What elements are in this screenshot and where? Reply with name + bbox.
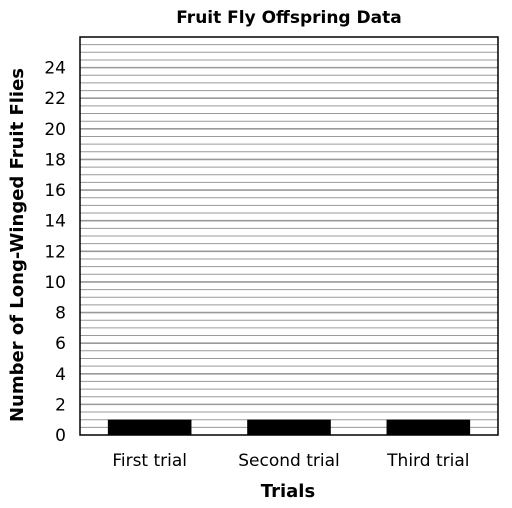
y-tick-label: 4 [55, 365, 66, 385]
bars [107, 419, 471, 435]
bar-1 [107, 419, 192, 435]
y-tick-label: 18 [44, 150, 66, 170]
y-tick-label: 0 [55, 426, 66, 446]
y-tick-label: 2 [55, 395, 66, 415]
y-tick-label: 16 [44, 181, 66, 201]
y-tick-label: 24 [44, 59, 66, 79]
bar-3 [386, 419, 471, 435]
gridlines [80, 44, 498, 428]
plot-frame [79, 36, 499, 436]
x-category-labels: First trial Second trial Third trial [112, 451, 469, 471]
x-category-label: Third trial [386, 451, 469, 471]
y-tick-label: 14 [44, 212, 66, 232]
y-tick-label: 12 [44, 242, 66, 262]
bar-2 [247, 419, 331, 435]
y-tick-label: 20 [44, 120, 66, 140]
y-tick-label: 10 [44, 273, 66, 293]
y-axis-title: Number of Long-Winged Fruit Flies [7, 68, 28, 422]
y-tick-label: 22 [44, 89, 66, 109]
chart-title: Fruit Fly Offspring Data [176, 8, 401, 28]
y-tick-label: 8 [55, 304, 66, 324]
x-category-label: Second trial [238, 451, 340, 471]
y-tick-label: 6 [55, 334, 66, 354]
x-category-label: First trial [112, 451, 187, 471]
x-axis-title: Trials [261, 481, 315, 502]
